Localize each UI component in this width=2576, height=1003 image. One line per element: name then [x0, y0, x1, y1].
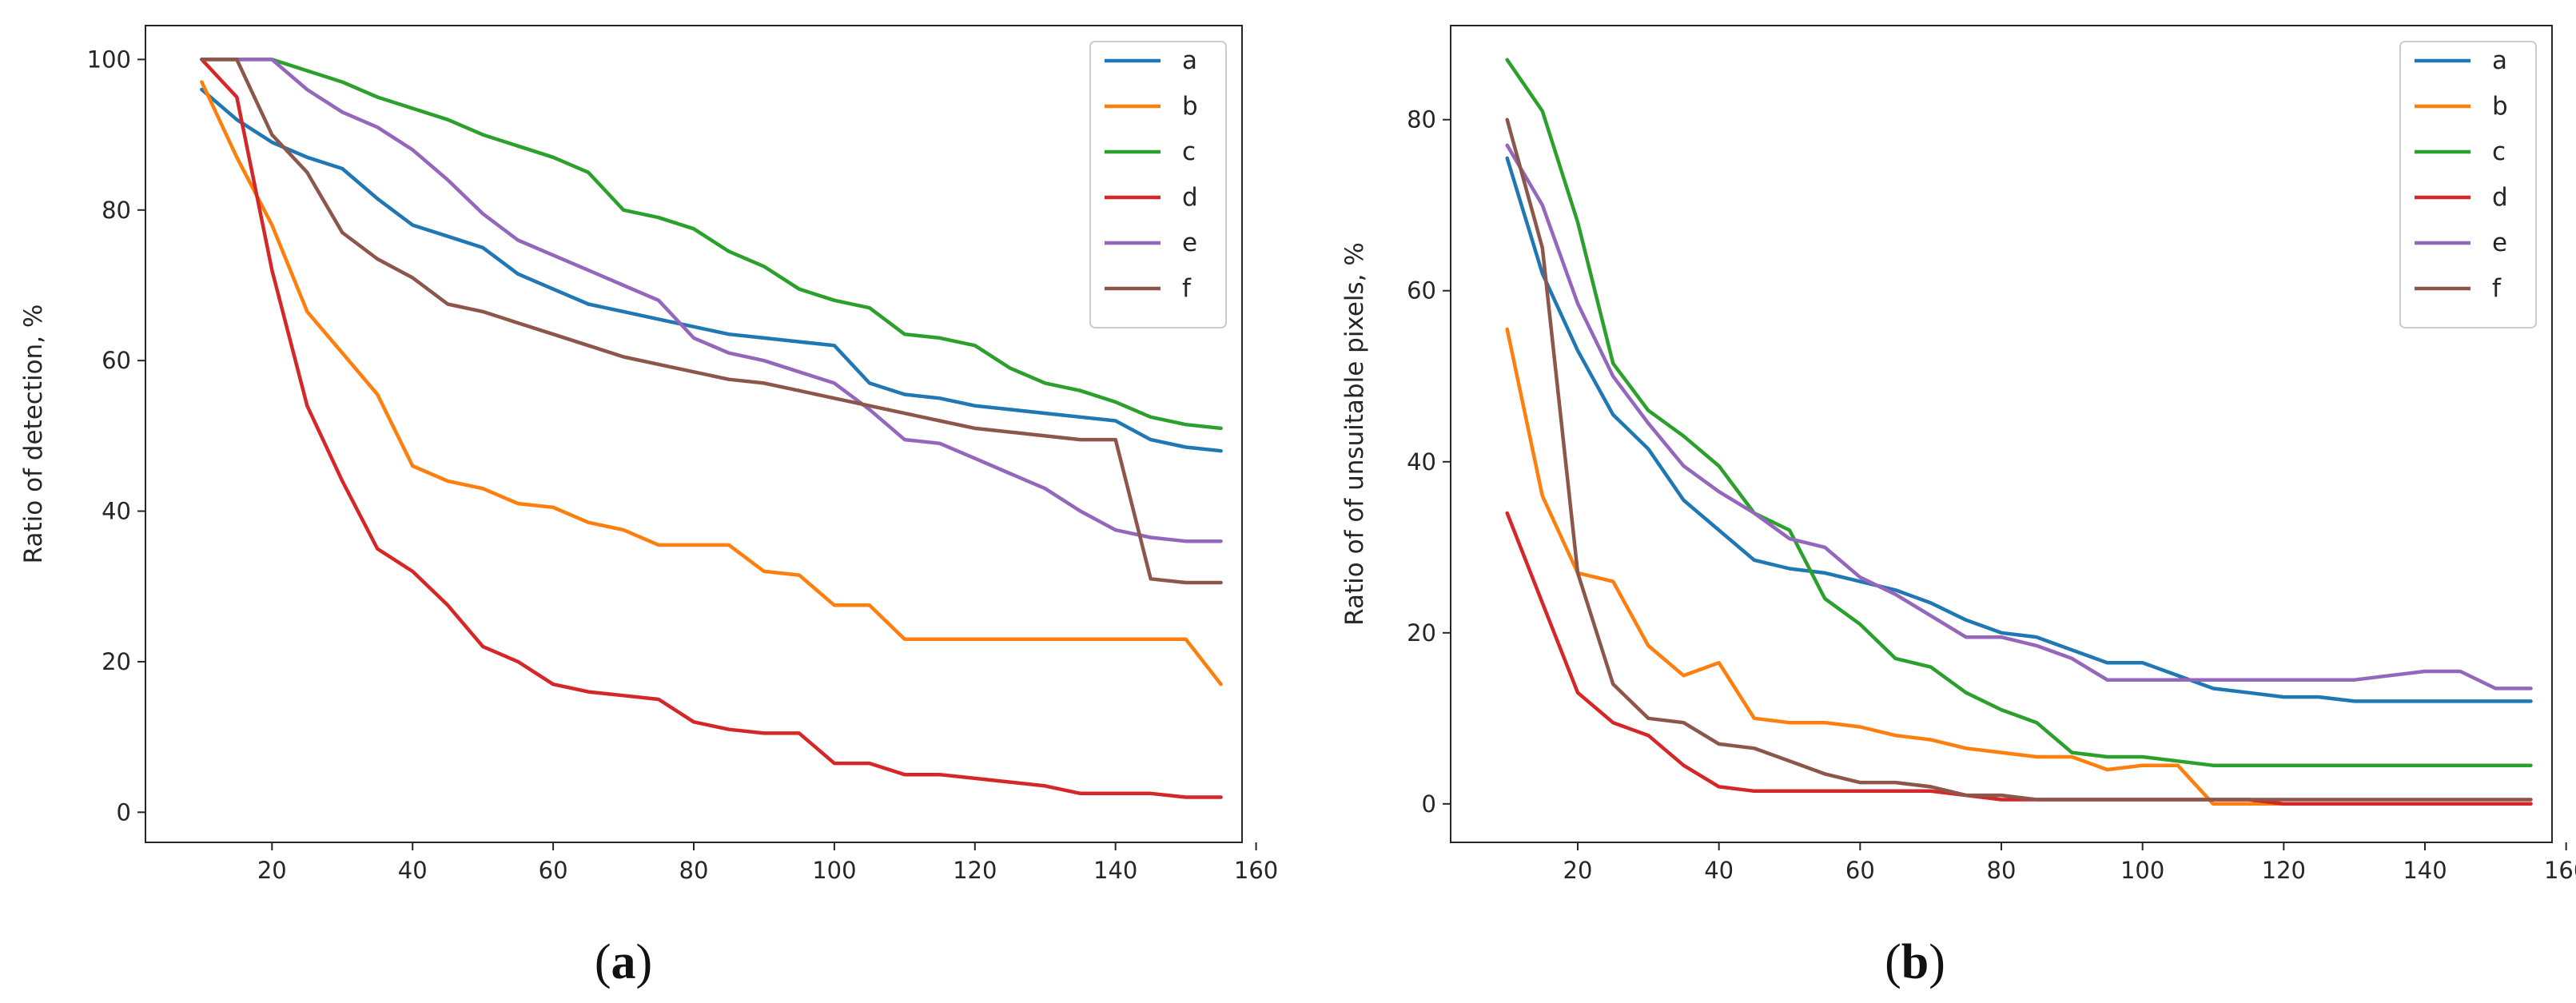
x-tick-label: 120: [2262, 857, 2306, 884]
x-tick-label: 120: [953, 857, 997, 884]
panel-b: 20 40 60 80 100 120 140 160 0 20 40 60 80 Ratio of of…: [1340, 25, 2576, 989]
series-line-c: [200, 58, 1223, 431]
panel-label-open: (: [595, 935, 611, 989]
panel-label-letter: b: [1901, 935, 1929, 989]
legend-label-a: a: [1182, 46, 1197, 75]
series-line-a: [200, 87, 1223, 453]
x-tick-label: 60: [1845, 857, 1875, 884]
y-tick-label: 20: [102, 648, 131, 675]
x-tick-label: 80: [1987, 857, 2017, 884]
x-tick-label: 40: [1704, 857, 1734, 884]
x-tick-label: 20: [1563, 857, 1593, 884]
legend-label-a: a: [2492, 46, 2507, 75]
legend-label-d: d: [2492, 183, 2508, 212]
x-tick-label: 20: [257, 857, 287, 884]
panel-a: 20 40 60 80 100 120 140 160 0 20 40 60 80 100 Ratio of…: [19, 25, 1278, 989]
y-tick-label: 40: [102, 498, 131, 525]
legend-label-e: e: [1182, 229, 1197, 257]
series-line-d: [200, 58, 1223, 799]
legend-label-c: c: [2492, 137, 2506, 166]
x-tick-label: 40: [398, 857, 428, 884]
x-tick-label: 140: [2403, 857, 2447, 884]
y-tick-label: 80: [1407, 106, 1436, 133]
legend-label-d: d: [1182, 183, 1198, 212]
y-tick-label: 0: [117, 798, 131, 826]
panel-label-close: ): [636, 935, 653, 989]
x-tick-label: 60: [539, 857, 568, 884]
legend-label-f: f: [2492, 274, 2502, 303]
series-line-e: [200, 58, 1223, 543]
y-tick-label: 60: [102, 347, 131, 374]
y-tick-label: 40: [1407, 448, 1436, 476]
series-line-a: [1505, 156, 2533, 703]
x-tick-label: 140: [1093, 857, 1137, 884]
panel-label-open: (: [1885, 935, 1901, 989]
panel-label-letter: a: [611, 935, 636, 989]
axes-frame: [145, 25, 1243, 843]
legend-label-b: b: [2492, 92, 2508, 121]
series-line-e: [1505, 143, 2533, 691]
y-tick-label: 80: [102, 197, 131, 224]
axes-frame: [1450, 25, 2553, 843]
panel-label: (a): [595, 935, 652, 989]
series-line-f: [200, 58, 1223, 585]
x-tick-label: 80: [679, 857, 709, 884]
y-tick-label: 20: [1407, 619, 1436, 647]
y-axis-label: Ratio of detection, %: [19, 304, 48, 564]
x-tick-label: 160: [2544, 857, 2576, 884]
legend-box: [1089, 41, 1227, 328]
legend-label-b: b: [1182, 92, 1198, 121]
y-tick-label: 0: [1422, 790, 1436, 818]
series-line-f: [1505, 117, 2533, 802]
y-tick-label: 100: [87, 46, 131, 73]
series-line-b: [200, 80, 1223, 687]
legend-label-e: e: [2492, 229, 2507, 257]
legend-label-c: c: [1182, 137, 1196, 166]
x-tick-label: 100: [2120, 857, 2164, 884]
y-axis-label: Ratio of of unsuitable pixels, %: [1340, 242, 1369, 626]
series-line-d: [1505, 511, 2533, 806]
panel-label: (b): [1885, 935, 1945, 989]
legend-box: [2399, 41, 2537, 328]
legend-label-f: f: [1182, 274, 1192, 303]
x-tick-label: 100: [812, 857, 856, 884]
series-line-c: [1505, 58, 2533, 767]
x-tick-label: 160: [1234, 857, 1278, 884]
y-tick-label: 60: [1407, 277, 1436, 304]
panel-label-close: ): [1929, 935, 1945, 989]
